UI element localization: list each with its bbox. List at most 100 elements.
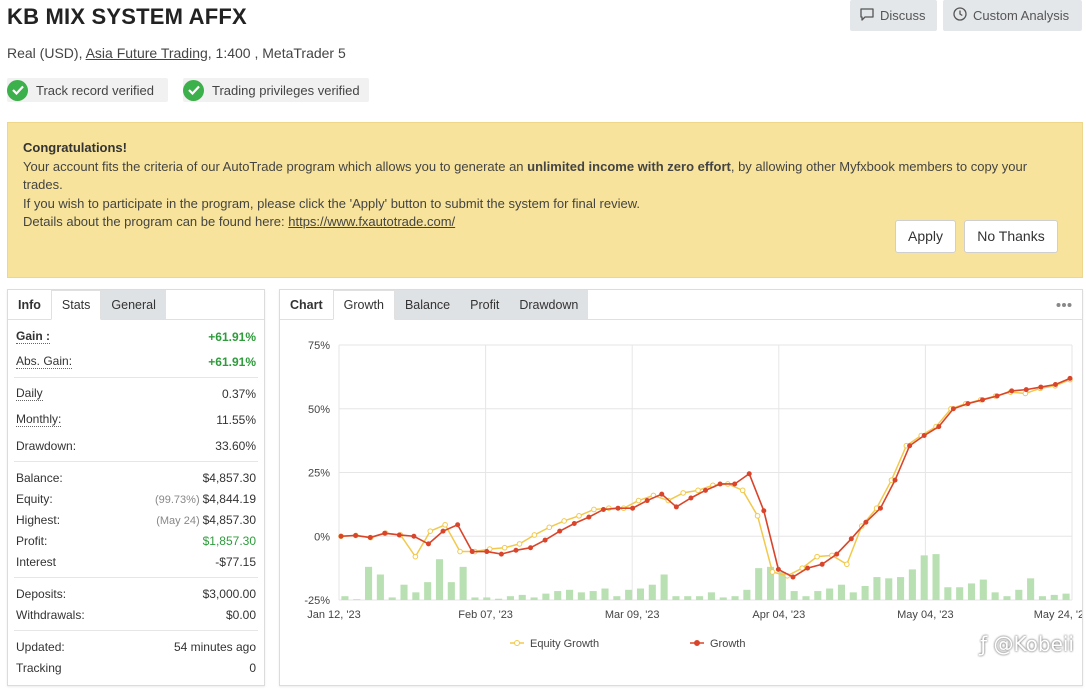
daily-label[interactable]: Daily	[16, 386, 43, 401]
tab-general[interactable]: General	[101, 290, 166, 319]
daily-gain-bar	[400, 584, 408, 600]
interest-value: -$77.15	[215, 554, 256, 569]
tab-drawdown[interactable]: Drawdown	[509, 290, 589, 319]
gain-value: +61.91%	[208, 329, 256, 344]
series-point-0	[739, 487, 746, 494]
comment-icon	[860, 7, 874, 24]
series-point-1	[586, 514, 592, 520]
no-thanks-button[interactable]: No Thanks	[964, 220, 1058, 253]
daily-gain-bar	[885, 578, 893, 600]
y-tick-label: -25%	[304, 595, 330, 607]
tab-stats[interactable]: Stats	[50, 290, 102, 320]
abs-gain-value: +61.91%	[208, 354, 256, 369]
series-point-1	[440, 528, 446, 534]
daily-gain-bar	[483, 597, 491, 600]
x-tick-label: Feb 07, '23	[458, 609, 513, 621]
daily-gain-bar	[353, 599, 361, 600]
daily-gain-bar	[944, 587, 952, 600]
series-point-1	[863, 519, 869, 525]
series-point-0	[591, 506, 597, 513]
daily-gain-bar	[613, 596, 621, 600]
daily-gain-bar	[435, 559, 444, 600]
discuss-button[interactable]: Discuss	[850, 0, 937, 31]
daily-gain-bar	[707, 592, 715, 600]
deposits-label: Deposits:	[16, 586, 67, 601]
profit-label: Profit:	[16, 533, 48, 548]
tracking-row: Tracking 0	[8, 657, 264, 678]
daily-gain-bar	[790, 591, 798, 600]
series-point-0	[442, 521, 448, 528]
clock-icon	[953, 7, 967, 24]
daily-gain-bar	[1015, 589, 1023, 600]
series-point-1	[571, 521, 577, 526]
daily-gain-bar	[589, 591, 597, 600]
tab-chart[interactable]: Chart	[290, 297, 323, 312]
series-point-1	[877, 505, 883, 511]
divider	[14, 630, 258, 631]
track-record-badge: Track record verified	[7, 78, 168, 102]
track-record-label: Track record verified	[36, 82, 154, 98]
updated-label: Updated:	[16, 639, 65, 654]
daily-gain-bar	[530, 597, 538, 600]
interest-row: Interest -$77.15	[8, 551, 264, 572]
daily-gain-bar	[471, 597, 479, 600]
tab-balance[interactable]: Balance	[394, 290, 461, 319]
tab-profit[interactable]: Profit	[460, 290, 510, 319]
series-point-1	[936, 424, 942, 430]
interest-label: Interest	[16, 554, 57, 569]
daily-gain-bar	[849, 592, 857, 600]
gain-label[interactable]: Gain :	[16, 329, 51, 344]
daily-gain-bar	[388, 597, 396, 600]
apply-button[interactable]: Apply	[895, 220, 956, 253]
account-leverage-platform: , 1:400 , MetaTrader 5	[207, 45, 346, 61]
series-point-0	[814, 553, 820, 560]
banner-line-1: Your account fits the criteria of our Au…	[23, 158, 1028, 193]
daily-row: Daily 0.37%	[8, 383, 264, 404]
series-point-1	[703, 487, 708, 493]
balance-value: $4,857.30	[202, 470, 256, 485]
drawdown-row: Drawdown: 33.60%	[8, 435, 264, 456]
y-tick-label: 25%	[308, 468, 330, 480]
series-point-1	[805, 565, 811, 571]
series-point-1	[644, 498, 650, 504]
series-point-1	[630, 505, 636, 511]
custom-analysis-label: Custom Analysis	[973, 8, 1070, 23]
daily-gain-bar	[424, 582, 432, 600]
daily-gain-bar	[1038, 596, 1046, 600]
monthly-label[interactable]: Monthly:	[16, 412, 62, 427]
y-tick-label: 0%	[314, 531, 330, 543]
tab-info[interactable]: Info	[18, 297, 41, 312]
series-point-0	[561, 518, 567, 524]
daily-gain-bar	[601, 588, 609, 600]
series-point-1	[615, 505, 621, 511]
daily-gain-bar	[920, 555, 928, 600]
daily-gain-bar	[554, 591, 562, 600]
daily-gain-bar	[365, 566, 373, 600]
banner-line-3: Details about the program can be found h…	[23, 214, 456, 229]
daily-gain-bar	[873, 577, 881, 600]
custom-analysis-button[interactable]: Custom Analysis	[943, 0, 1082, 31]
series-point-1	[353, 532, 359, 538]
highest-value: $4,857.30	[202, 512, 256, 527]
series-point-0	[635, 497, 642, 504]
drawdown-label: Drawdown:	[16, 438, 77, 453]
series-point-1	[600, 506, 606, 512]
daily-gain-bar	[542, 593, 550, 600]
tab-growth[interactable]: Growth	[332, 290, 395, 320]
daily-gain-bar	[636, 588, 645, 600]
series-point-1	[513, 547, 519, 553]
series-point-0	[769, 569, 776, 575]
series-point-1	[717, 481, 723, 487]
chart-panel: Chart Growth Balance Profit Drawdown 75%…	[279, 289, 1086, 686]
checkmark-icon	[7, 79, 28, 101]
series-point-1	[761, 508, 767, 514]
daily-gain-bar	[743, 589, 751, 600]
more-dots-icon[interactable]	[1046, 290, 1082, 319]
broker-link[interactable]: Asia Future Trading	[85, 45, 208, 61]
daily-gain-bar	[1062, 593, 1070, 600]
abs-gain-label[interactable]: Abs. Gain:	[16, 354, 73, 369]
series-point-1	[338, 533, 344, 539]
fxautotrade-link[interactable]: https://www.fxautotrade.com/	[288, 214, 456, 229]
daily-gain-bar	[861, 585, 869, 600]
daily-gain-bar	[625, 589, 633, 600]
